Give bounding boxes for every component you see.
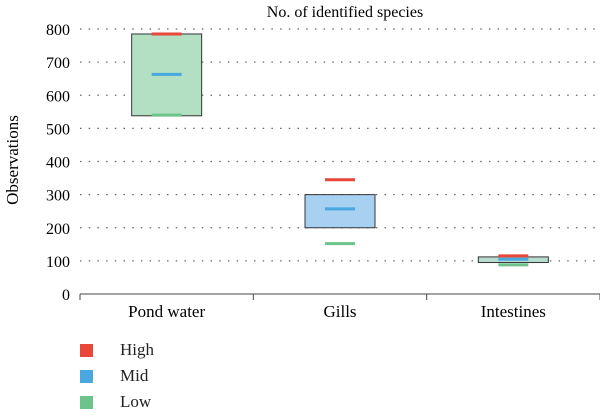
legend: High Mid Low xyxy=(80,340,220,418)
legend-label-low: Low xyxy=(120,392,152,411)
legend-swatch-high xyxy=(80,344,93,357)
y-tick-label-300: 300 xyxy=(46,188,70,205)
legend-swatch-low xyxy=(80,396,93,409)
y-tick-label-700: 700 xyxy=(46,55,70,72)
y-axis-label: Observations xyxy=(3,115,22,205)
y-tick-label-0: 0 xyxy=(62,287,70,304)
x-category-label-2: Intestines xyxy=(481,302,546,321)
y-tick-label-600: 600 xyxy=(46,88,70,105)
legend-item-low: Low xyxy=(80,392,220,418)
y-tick-label-500: 500 xyxy=(46,121,70,138)
y-tick-label-200: 200 xyxy=(46,221,70,238)
box-1 xyxy=(304,194,376,229)
legend-item-high: High xyxy=(80,340,220,366)
legend-label-high: High xyxy=(120,340,154,359)
y-axis-ticks: 0 100 200 300 400 500 600 700 800 xyxy=(46,22,70,304)
y-tick-label-100: 100 xyxy=(46,254,70,271)
y-tick-label-400: 400 xyxy=(46,155,70,172)
legend-label-mid: Mid xyxy=(120,366,149,385)
x-axis-categories: Pond water Gills Intestines xyxy=(79,294,600,321)
boxes xyxy=(131,32,549,267)
legend-item-mid: Mid xyxy=(80,366,220,392)
x-category-label-1: Gills xyxy=(323,302,356,321)
box-plot-chart: No. of identified species Observations 0… xyxy=(3,4,600,321)
y-tick-label-800: 800 xyxy=(46,22,70,39)
x-category-label-0: Pond water xyxy=(128,302,205,321)
chart-title: No. of identified species xyxy=(267,4,423,21)
legend-swatch-mid xyxy=(80,370,93,383)
